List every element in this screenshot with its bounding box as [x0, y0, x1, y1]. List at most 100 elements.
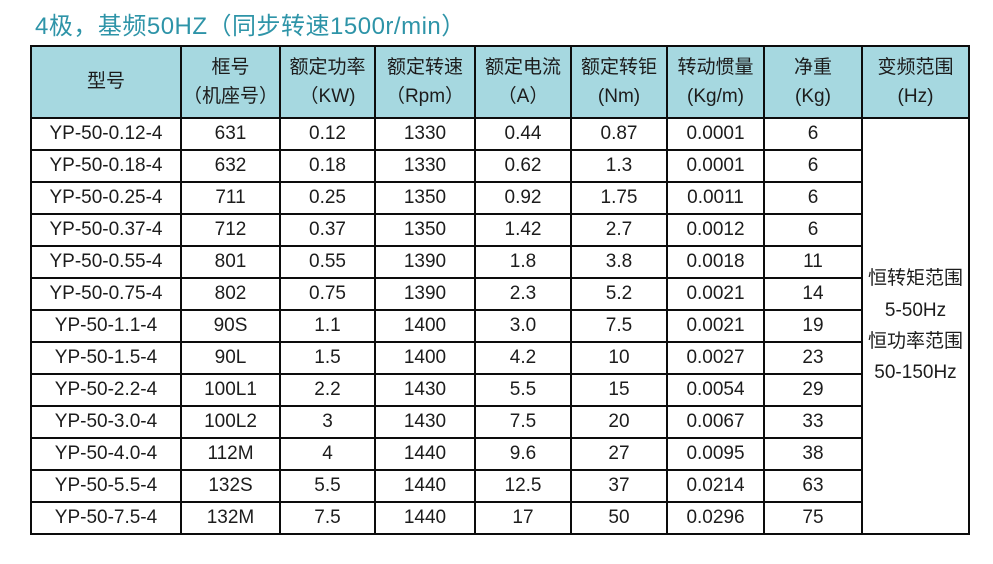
table-cell: 132S — [180, 469, 281, 503]
table-cell: 0.0054 — [666, 373, 765, 407]
table-cell: 802 — [180, 277, 281, 311]
table-cell: 5.5 — [279, 469, 376, 503]
table-cell: 10 — [570, 341, 668, 375]
table-cell: 1.5 — [279, 341, 376, 375]
table-cell: 712 — [180, 213, 281, 247]
column-header-line1: 转动惯量 — [677, 56, 754, 78]
table-cell: 1400 — [374, 341, 476, 375]
table-cell: 632 — [180, 149, 281, 183]
table-cell: 1.42 — [474, 213, 572, 247]
table-cell: 6 — [763, 213, 863, 247]
table-cell: 6 — [763, 181, 863, 215]
table-row: YP-50-3.0-4 100L2 3 1430 7.5 20 0.0067 33 — [30, 405, 969, 439]
column-header-line2: （Rpm） — [385, 86, 465, 107]
table-cell: 4.2 — [474, 341, 572, 375]
table-cell: 0.0018 — [666, 245, 765, 279]
table-row: YP-50-0.25-4 711 0.25 1350 0.92 1.75 0.0011 6 — [30, 181, 969, 215]
column-header-8: 变频范围 (Hz) — [861, 45, 970, 119]
table-cell: YP-50-4.0-4 — [30, 437, 182, 471]
column-header-1: 框号 （机座号） — [180, 45, 281, 119]
column-header-line1: 框号 — [211, 56, 250, 78]
column-header-line2: （机座号） — [182, 86, 278, 107]
table-cell: YP-50-2.2-4 — [30, 373, 182, 407]
table-cell: 7.5 — [570, 309, 668, 343]
table-cell: 1440 — [374, 469, 476, 503]
table-cell: 0.0012 — [666, 213, 765, 247]
table-cell: 0.0214 — [666, 469, 765, 503]
table-cell: 1330 — [374, 117, 476, 151]
table-cell: 1.1 — [279, 309, 376, 343]
table-cell: 4 — [279, 437, 376, 471]
column-header-line2: （KW) — [299, 86, 356, 107]
table-cell: 5.5 — [474, 373, 572, 407]
table-cell: 0.75 — [279, 277, 376, 311]
table-body: YP-50-0.12-4 631 0.12 1330 0.44 0.87 0.0001 6 恒转… — [30, 117, 970, 535]
table-cell: 100L2 — [180, 405, 281, 439]
column-header-2: 额定功率 （KW) — [279, 45, 376, 119]
frequency-range-cell: 恒转矩范围 5-50Hz 恒功率范围 50-150Hz — [861, 117, 970, 535]
table-cell: 2.2 — [279, 373, 376, 407]
table-cell: 631 — [180, 117, 281, 151]
table-cell: 1400 — [374, 309, 476, 343]
column-header-line2: (Hz) — [897, 86, 934, 107]
frequency-range-line: 50-150Hz — [874, 362, 957, 384]
table-cell: YP-50-5.5-4 — [30, 469, 182, 503]
column-header-line1: 额定电流 — [484, 56, 561, 78]
table-cell: 132M — [180, 501, 281, 535]
table-cell: YP-50-0.55-4 — [30, 245, 182, 279]
table-row: YP-50-5.5-4 132S 5.5 1440 12.5 37 0.0214 63 — [30, 469, 969, 503]
table-cell: 1.75 — [570, 181, 668, 215]
table-cell: 75 — [763, 501, 863, 535]
column-header-5: 额定转钜 (Nm) — [570, 45, 668, 119]
table-row: YP-50-7.5-4 132M 7.5 1440 17 50 0.0296 75 — [30, 501, 969, 535]
table-cell: 7.5 — [279, 501, 376, 535]
column-header-line1: 额定转速 — [386, 56, 463, 78]
table-cell: 2.3 — [474, 277, 572, 311]
table-cell: 0.0027 — [666, 341, 765, 375]
table-cell: 711 — [180, 181, 281, 215]
column-header-line1: 变频范围 — [877, 56, 954, 78]
table-cell: 19 — [763, 309, 863, 343]
column-header-line1: 型号 — [86, 71, 125, 93]
table-cell: 112M — [180, 437, 281, 471]
table-cell: 90S — [180, 309, 281, 343]
table-row: YP-50-1.1-4 90S 1.1 1400 3.0 7.5 0.0021 19 — [30, 309, 969, 343]
column-header-3: 额定转速 （Rpm） — [374, 45, 476, 119]
table-cell: 38 — [763, 437, 863, 471]
table-cell: 17 — [474, 501, 572, 535]
table-cell: 3.8 — [570, 245, 668, 279]
table-header: 型号 框号 （机座号） 额定功率 （KW) 额定转速 （Rpm） 额定电流 （A） 额定转钜 (Nm… — [30, 45, 970, 119]
table-cell: 0.18 — [279, 149, 376, 183]
table-cell: 3 — [279, 405, 376, 439]
table-cell: YP-50-0.75-4 — [30, 277, 182, 311]
table-row: YP-50-0.75-4 802 0.75 1390 2.3 5.2 0.0021 14 — [30, 277, 969, 311]
table-cell: 90L — [180, 341, 281, 375]
table-cell: YP-50-0.12-4 — [30, 117, 182, 151]
table-cell: 100L1 — [180, 373, 281, 407]
table-cell: 33 — [763, 405, 863, 439]
table-cell: 0.0001 — [666, 149, 765, 183]
table-cell: 0.37 — [279, 213, 376, 247]
table-cell: 1350 — [374, 181, 476, 215]
table-cell: 23 — [763, 341, 863, 375]
table-cell: 1330 — [374, 149, 476, 183]
table-cell: 801 — [180, 245, 281, 279]
table-cell: YP-50-0.37-4 — [30, 213, 182, 247]
column-header-7: 净重 (Kg) — [763, 45, 863, 119]
table-cell: 0.0001 — [666, 117, 765, 151]
table-cell: 0.0296 — [666, 501, 765, 535]
table-cell: YP-50-7.5-4 — [30, 501, 182, 535]
table-cell: 5.2 — [570, 277, 668, 311]
table-cell: 0.87 — [570, 117, 668, 151]
table-row: YP-50-0.12-4 631 0.12 1330 0.44 0.87 0.0001 6 恒转… — [30, 117, 970, 535]
column-header-line1: 额定转钜 — [580, 56, 657, 78]
table-row: YP-50-1.5-4 90L 1.5 1400 4.2 10 0.0027 23 — [30, 341, 969, 375]
page-title: 4极，基频50HZ（同步转速1500r/min） — [35, 13, 466, 40]
column-header-0: 型号 — [30, 45, 182, 119]
table-cell: 1390 — [374, 277, 476, 311]
table-cell: 0.0011 — [666, 181, 765, 215]
table-cell: 1430 — [374, 405, 476, 439]
table-cell: 0.44 — [474, 117, 572, 151]
table-cell: 27 — [570, 437, 668, 471]
